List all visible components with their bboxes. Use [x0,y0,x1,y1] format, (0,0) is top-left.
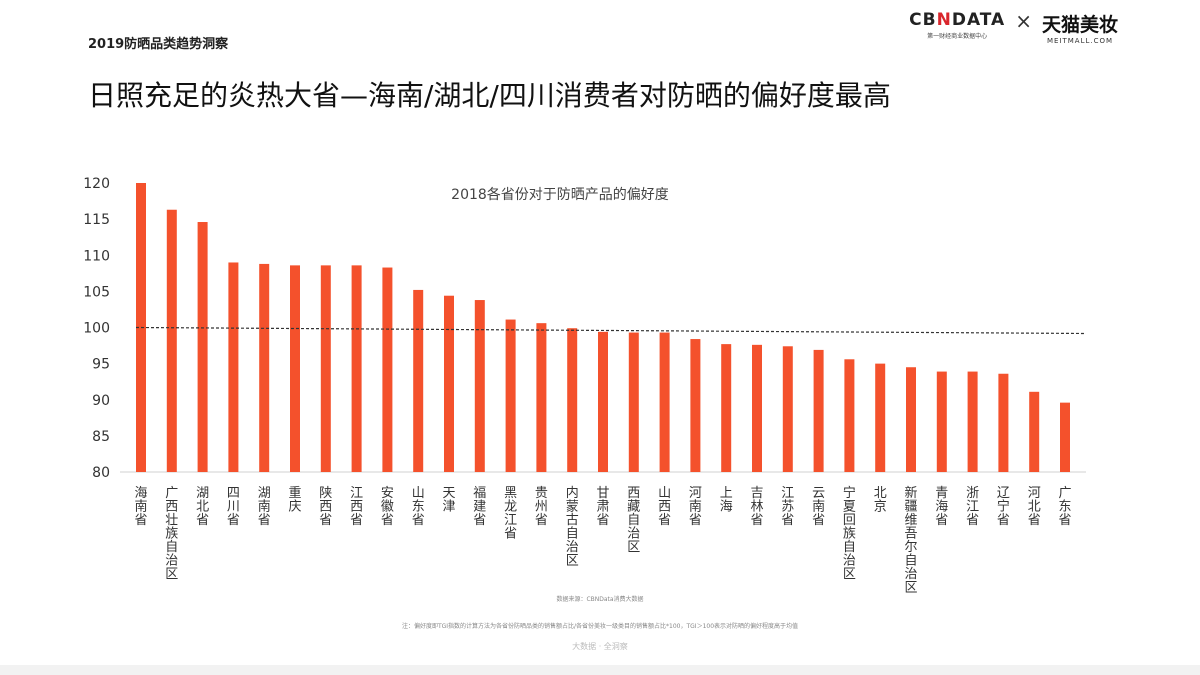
x-tick-label: 北京 [874,486,887,515]
x-tick-label: 湖北省 [196,486,209,528]
cbndata-logo-prefix: CB [909,10,937,30]
y-tick-label: 110 [83,248,110,264]
bar [382,267,393,472]
bar [474,300,485,472]
x-tick-label: 福建省 [473,486,486,528]
bar [136,183,146,472]
x-tick-label: 广东省 [1058,486,1071,528]
bars [136,183,1070,473]
x-tick-label: 辽宁省 [997,486,1010,528]
bar [444,295,454,472]
footer-slogan: 大数据 · 全洞察 [572,642,628,651]
bar [1029,391,1040,472]
x-tick-label: 贵州省 [535,486,548,528]
bar [721,344,732,472]
x-tick-label: 河南省 [689,486,702,528]
bar [659,332,670,472]
y-tick-label: 90 [92,393,110,409]
bar [413,289,424,472]
x-tick-label: 陕西省 [319,486,332,528]
reference-line [135,326,1087,335]
tmall-beauty-logo: 天猫美妆 MEITMALL.COM [1042,10,1118,45]
bar [936,371,947,472]
y-tick-label: 80 [92,465,110,481]
x-tick-label: 青海省 [935,486,948,528]
bar [752,344,762,472]
bar [228,262,239,472]
x-tick-label: 上海 [720,486,733,515]
x-tick-label: 甘肃省 [596,486,609,528]
x-tick-label: 海南省 [134,486,147,528]
bar [166,209,177,473]
report-title: 2019防晒品类趋势洞察 [88,37,229,52]
x-tick-label: 江苏省 [781,486,794,528]
cbndata-logo-name: CBNDATA [909,10,1005,30]
bar [875,363,886,472]
bottom-bar [0,665,1200,675]
bar [967,371,978,472]
footnote: 注：偏好度即TGI指数的计算方法为各省份防晒品类的销售额占比/各省份美妆一级类目… [401,623,799,630]
y-tick-label: 100 [83,321,110,337]
x-tick-label: 安徽省 [381,486,394,528]
x-axis-labels: 海南省 广西壮族自治区 湖北省 四川省 湖南省 重庆 陕西省 江西省 安徽省 山东省 天津 福建省 黑龙… [134,485,1071,596]
bar [536,323,547,472]
x-tick-label: 云南省 [812,486,825,528]
bar [690,339,701,472]
y-tick-label: 115 [83,212,110,228]
chart-title: 2018各省份对于防晒产品的偏好度 [451,187,669,203]
x-tick-label: 湖南省 [258,486,271,528]
cbndata-logo: CBNDATA 第一财经商业数据中心 [909,10,1005,40]
cbndata-logo-accent: N [936,10,952,30]
bar [598,331,608,472]
tmall-beauty-logo-name: 天猫美妆 [1041,14,1118,36]
y-tick-label: 85 [92,429,110,445]
bar [197,222,208,472]
x-tick-label: 宁夏回族自治区 [843,485,856,582]
bar [813,349,824,472]
x-tick-label: 重庆 [288,485,301,515]
x-tick-label: 四川省 [227,486,240,528]
bar [259,263,270,472]
cbndata-logo-subtitle: 第一财经商业数据中心 [927,33,988,40]
x-tick-label: 江西省 [350,486,363,528]
x-tick-label: 天津 [442,486,455,515]
cbndata-logo-suffix: DATA [951,10,1006,30]
bar [906,367,916,472]
bar [567,328,578,472]
bar [505,319,516,472]
x-tick-label: 西藏自治区 [627,486,640,555]
x-tick-label: 浙江省 [966,486,979,528]
bar [290,265,300,472]
x-tick-label: 内蒙古自治区 [566,485,579,569]
bar [351,265,362,472]
data-source: 数据来源：CBNData消费大数据 [556,596,644,603]
bar [320,265,331,472]
brand-logos: CBNDATA 第一财经商业数据中心 × 天猫美妆 MEITMALL.COM [909,10,1118,45]
x-tick-label: 河北省 [1028,486,1041,528]
bar [782,346,793,472]
x-tick-label: 山西省 [658,486,671,528]
x-tick-label: 新疆维吾尔自治区 [904,485,917,596]
bar [628,332,639,472]
y-tick-label: 95 [92,357,110,373]
y-axis: 80 85 90 95 100 105 110 115 120 [83,176,110,481]
tmall-beauty-logo-url: MEITMALL.COM [1046,37,1114,45]
x-tick-label: 山东省 [412,486,425,528]
y-tick-label: 105 [83,284,110,300]
x-tick-label: 黑龙江省 [504,486,517,542]
headline: 日照充足的炎热大省—海南/湖北/四川消费者对防晒的偏好度最高 [88,79,891,112]
x-tick-label: 吉林省 [750,486,763,528]
bar [998,373,1009,472]
bar [1060,402,1070,472]
y-tick-label: 120 [83,176,110,192]
bar [844,359,855,472]
times-sign: × [1015,9,1032,33]
x-tick-label: 广西壮族自治区 [165,486,178,582]
